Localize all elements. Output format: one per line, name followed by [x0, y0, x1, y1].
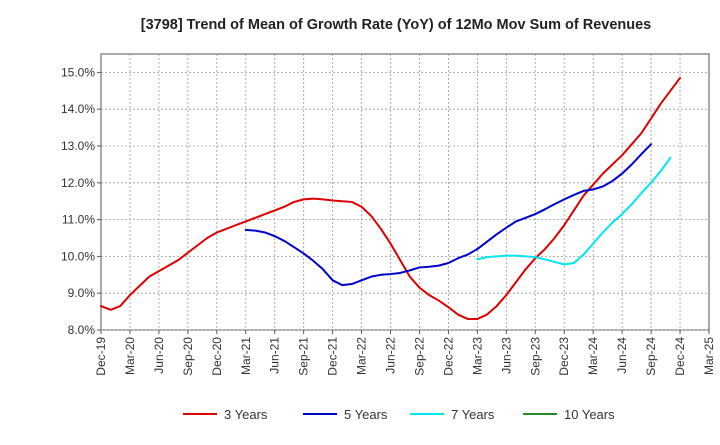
x-tick-label: Sep-22: [412, 337, 426, 376]
x-tick-label: Dec-21: [326, 337, 340, 376]
y-tick-label: 8.0%: [68, 323, 96, 337]
x-tick-label: Mar-24: [586, 337, 600, 375]
legend-label-5-years: 5 Years: [344, 407, 388, 422]
legend: 3 Years 5 Years 7 Years 10 Years: [183, 407, 615, 422]
x-tick-label: Mar-25: [702, 337, 716, 375]
x-tick-label: Mar-21: [239, 337, 253, 375]
y-tick-label: 9.0%: [68, 286, 96, 300]
y-tick-label: 10.0%: [61, 249, 95, 263]
x-tick-label: Dec-23: [557, 337, 571, 376]
legend-label-7-years: 7 Years: [451, 407, 495, 422]
x-tick-label: Dec-22: [441, 337, 455, 376]
x-tick-label: Dec-19: [94, 337, 108, 376]
x-tick-label: Dec-20: [210, 337, 224, 376]
y-tick-label: 11.0%: [62, 213, 95, 227]
grid-layer: [101, 54, 709, 331]
x-tick-label: Jun-24: [615, 337, 629, 374]
series-line-5-years: [244, 143, 653, 287]
x-tick-label: Mar-23: [470, 337, 484, 375]
series-line-3-years: [100, 76, 682, 320]
x-tick-label: Sep-23: [528, 337, 542, 376]
y-tick-label: 13.0%: [61, 139, 95, 153]
legend-label-10-years: 10 Years: [564, 407, 615, 422]
x-tick-label: Sep-20: [181, 337, 195, 376]
y-tick-label: 15.0%: [61, 65, 95, 79]
y-tick-label: 12.0%: [61, 176, 95, 190]
x-tick-label: Dec-24: [673, 337, 687, 376]
y-tick-label: 14.0%: [61, 102, 95, 116]
x-tick-label: Jun-20: [152, 337, 166, 374]
series-layer: [100, 76, 682, 320]
x-tick-label: Mar-20: [123, 337, 137, 375]
series-line-7-years: [476, 156, 672, 266]
plot-area: [100, 53, 710, 331]
legend-label-3-years: 3 Years: [224, 407, 268, 422]
x-tick-label: Jun-21: [268, 337, 282, 374]
chart-title: [3798] Trend of Mean of Growth Rate (YoY…: [141, 17, 652, 33]
x-tick-label: Sep-21: [297, 337, 311, 376]
y-axis: 8.0% 9.0% 10.0% 11.0% 12.0% 13.0% 14.0% 15.0%: [61, 65, 101, 337]
x-tick-label: Mar-22: [355, 337, 369, 375]
x-tick-label: Jun-22: [384, 337, 398, 374]
x-tick-label: Jun-23: [499, 337, 513, 374]
x-tick-label: Sep-24: [644, 337, 658, 376]
x-axis: Dec-19 Mar-20 Jun-20 Sep-20 Dec-20 Mar-21 Jun-…: [94, 330, 716, 376]
